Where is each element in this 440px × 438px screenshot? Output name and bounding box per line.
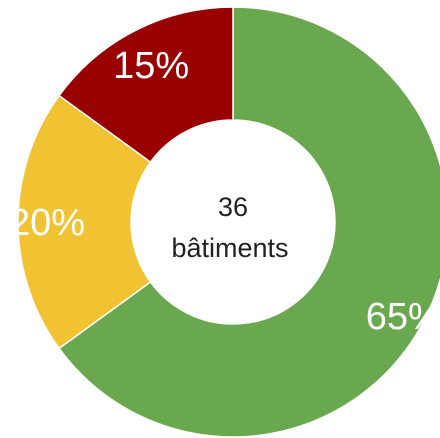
center-hole — [131, 120, 335, 324]
center-label: bâtiments — [171, 233, 288, 263]
center-value: 36 — [218, 192, 248, 222]
slice-label-65: 65% — [366, 296, 440, 338]
slice-label-20: 20% — [9, 202, 85, 244]
slice-label-15: 15% — [113, 45, 189, 87]
slices-layer — [17, 6, 440, 438]
labels-layer: 65% 20% 15% — [9, 45, 440, 338]
